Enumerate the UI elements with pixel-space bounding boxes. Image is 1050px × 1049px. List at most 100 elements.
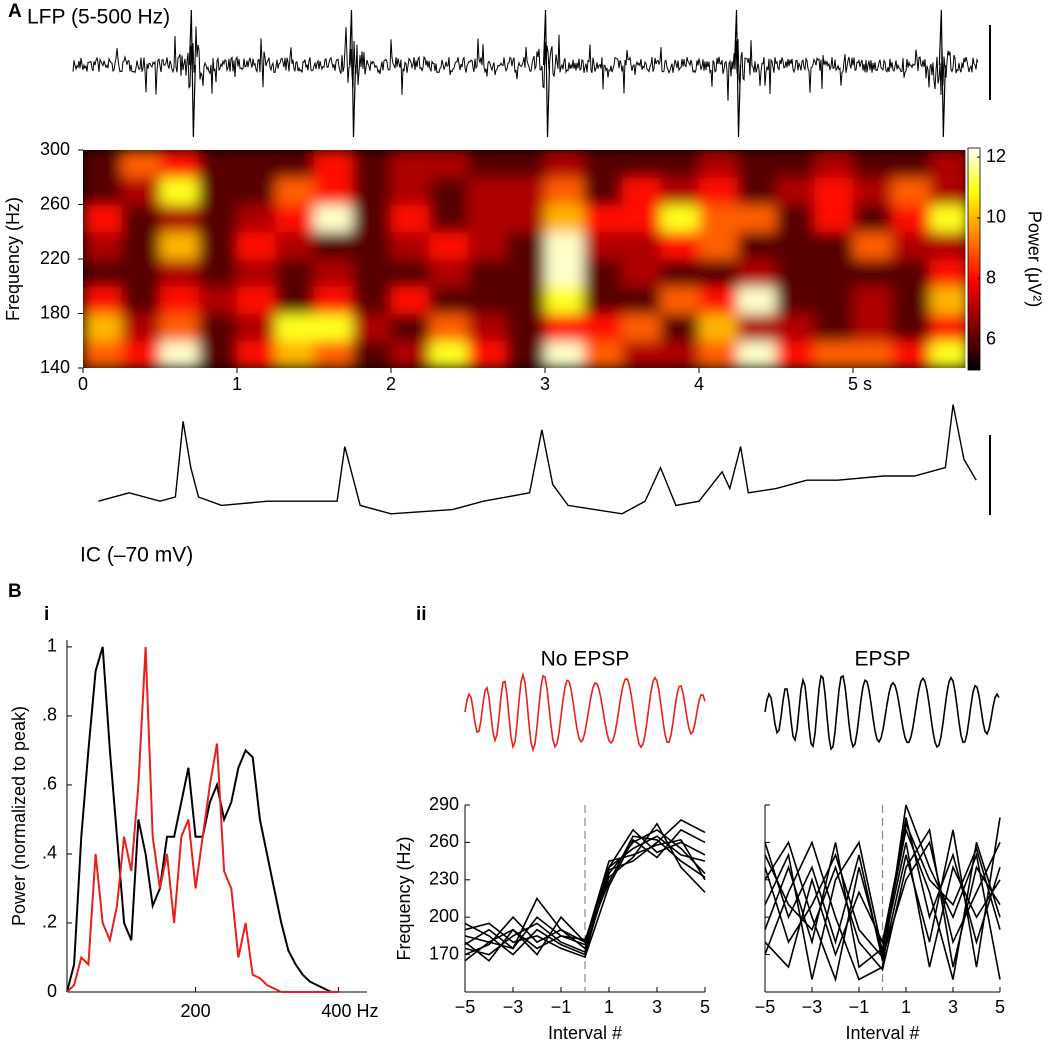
heat-cell bbox=[545, 177, 584, 205]
heat-cell bbox=[776, 204, 815, 233]
heat-cell bbox=[622, 204, 661, 233]
colorbar-step bbox=[968, 296, 980, 299]
x-tick-label: −1 bbox=[551, 997, 572, 1017]
heat-cell bbox=[506, 340, 546, 368]
heat-cell bbox=[814, 231, 854, 260]
heat-cell bbox=[776, 150, 815, 178]
colorbar-step bbox=[968, 222, 980, 225]
heat-cell bbox=[429, 231, 469, 260]
colorbar-step bbox=[968, 250, 980, 253]
colorbar-step bbox=[968, 302, 980, 305]
heat-cell bbox=[198, 150, 238, 178]
heat-cell bbox=[160, 177, 199, 205]
y-axis-label: Power (normalized to peak) bbox=[9, 706, 29, 926]
colorbar-step bbox=[968, 240, 980, 243]
colorbar-step bbox=[968, 154, 980, 157]
colorbar-step bbox=[968, 362, 980, 365]
waveform bbox=[464, 671, 706, 753]
colorbar-step bbox=[968, 328, 980, 331]
heat-cell bbox=[275, 177, 315, 205]
lfp-spike bbox=[542, 9, 551, 138]
heat-cell bbox=[237, 340, 276, 368]
heat-cell bbox=[237, 177, 276, 205]
colorbar-step bbox=[968, 276, 980, 279]
heat-cell bbox=[198, 259, 238, 287]
colorbar-step bbox=[968, 160, 980, 163]
heat-cell bbox=[622, 177, 661, 205]
colorbar-step bbox=[968, 288, 980, 291]
heat-cell bbox=[429, 177, 469, 205]
y-tick-label: .2 bbox=[42, 912, 57, 932]
colorbar-step bbox=[968, 242, 980, 245]
heat-cell bbox=[429, 286, 469, 314]
colorbar-step bbox=[968, 310, 980, 313]
heat-cell bbox=[352, 340, 392, 368]
colorbar-step bbox=[968, 238, 980, 241]
heat-cell bbox=[776, 340, 815, 368]
heat-cell bbox=[275, 231, 315, 260]
x-tick-label: 3 bbox=[948, 997, 958, 1017]
heat-cell bbox=[891, 340, 931, 368]
heat-cell bbox=[583, 231, 623, 260]
spectrum-line bbox=[66, 646, 339, 993]
heat-cell bbox=[776, 177, 815, 205]
colorbar-step bbox=[968, 198, 980, 201]
heat-cell bbox=[314, 313, 353, 342]
y-tick-label: 260 bbox=[40, 193, 70, 213]
heat-cell bbox=[429, 313, 469, 342]
heat-cell bbox=[699, 313, 738, 342]
panel-label: i bbox=[44, 604, 49, 625]
colorbar-step bbox=[968, 334, 980, 337]
heat-cell bbox=[853, 313, 892, 342]
colorbar-step bbox=[968, 284, 980, 287]
heat-cell bbox=[352, 231, 392, 260]
colorbar-step bbox=[968, 232, 980, 235]
y-tick-label: 170 bbox=[429, 943, 459, 963]
heat-cell bbox=[814, 313, 854, 342]
colorbar-step bbox=[968, 314, 980, 317]
x-tick-label: 1 bbox=[901, 997, 911, 1017]
heat-cell bbox=[699, 340, 738, 368]
y-tick-label: 180 bbox=[40, 302, 70, 322]
x-tick-label: −5 bbox=[455, 997, 476, 1017]
heat-cell bbox=[237, 150, 276, 178]
heat-cell bbox=[121, 204, 161, 233]
heat-cell bbox=[198, 313, 238, 342]
heat-cell bbox=[737, 286, 777, 314]
heat-cell bbox=[891, 313, 931, 342]
colorbar-step bbox=[968, 268, 980, 271]
colorbar-step bbox=[968, 350, 980, 353]
heat-cell bbox=[121, 150, 161, 178]
colorbar-step bbox=[968, 174, 980, 177]
y-tick-label: 200 bbox=[429, 906, 459, 926]
heat-cell bbox=[506, 231, 546, 260]
y-tick-label: .8 bbox=[42, 705, 57, 725]
heat-cell bbox=[391, 259, 430, 287]
heat-cell bbox=[737, 177, 777, 205]
heat-cell bbox=[121, 177, 161, 205]
colorbar-step bbox=[968, 286, 980, 289]
heat-cell bbox=[160, 313, 199, 342]
y-tick-label: 260 bbox=[429, 831, 459, 851]
lfp-spike bbox=[733, 9, 742, 138]
colorbar-step bbox=[968, 312, 980, 315]
heat-cell bbox=[314, 259, 353, 287]
heat-cell bbox=[622, 340, 661, 368]
x-tick-label: 1 bbox=[604, 997, 614, 1017]
heat-cell bbox=[891, 150, 931, 178]
colorbar-frame bbox=[967, 147, 981, 371]
lfp-spike bbox=[348, 9, 357, 138]
heat-cell bbox=[198, 177, 238, 205]
heat-cell bbox=[660, 150, 700, 178]
colorbar-step bbox=[968, 224, 980, 227]
heat-cell bbox=[891, 204, 931, 233]
spectrum-line bbox=[66, 646, 339, 993]
heat-cell bbox=[891, 286, 931, 314]
heat-cell bbox=[545, 150, 584, 178]
heat-cell bbox=[314, 286, 353, 314]
colorbar-step bbox=[968, 290, 980, 293]
ic-trace bbox=[98, 404, 977, 515]
colorbar-tick-label: 12 bbox=[986, 146, 1006, 166]
heat-cell bbox=[660, 313, 700, 342]
